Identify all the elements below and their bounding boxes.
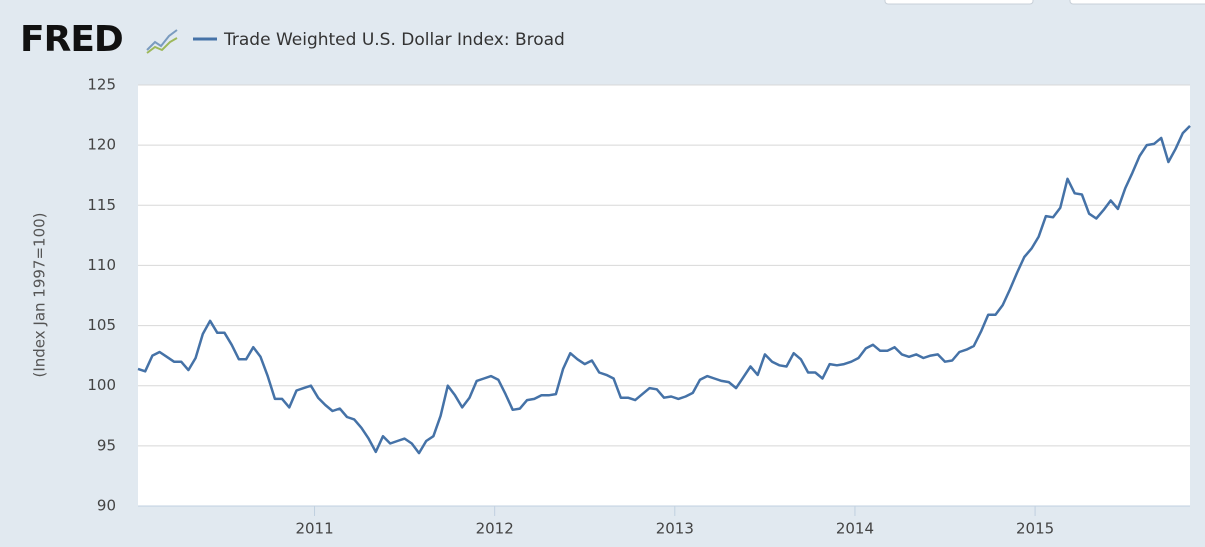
y-tick-label: 120 — [87, 136, 116, 154]
y-tick-label: 125 — [87, 76, 116, 94]
y-axis-label: (Index Jan 1997=100) — [31, 212, 49, 377]
data-line — [137, 125, 1191, 455]
y-tick-label: 90 — [97, 497, 116, 515]
x-tick-label: 2011 — [295, 520, 333, 538]
legend-label: Trade Weighted U.S. Dollar Index: Broad — [223, 30, 565, 50]
x-tick-label: 2014 — [836, 520, 874, 538]
plot-area — [138, 85, 1190, 506]
brand-logo: FRED — [20, 19, 123, 60]
y-tick-label: 105 — [87, 316, 116, 334]
x-tick-label: 2012 — [476, 520, 514, 538]
y-tick-label: 100 — [87, 376, 116, 394]
brand-icon — [146, 27, 178, 54]
y-tick-label: 115 — [87, 196, 116, 214]
y-tick-label: 95 — [97, 436, 116, 454]
input-box[interactable] — [884, 0, 1034, 5]
x-tick-label: 2013 — [656, 520, 694, 538]
y-tick-label: 110 — [87, 256, 116, 274]
input-box[interactable] — [1069, 0, 1205, 5]
x-tick-label: 2015 — [1016, 520, 1054, 538]
